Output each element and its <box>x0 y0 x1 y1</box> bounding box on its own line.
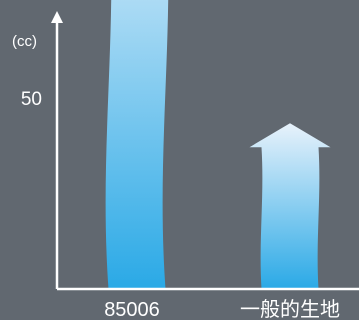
y-axis-arrow-icon <box>51 11 63 23</box>
bars <box>105 0 331 289</box>
y-tick-label: 50 <box>21 89 42 110</box>
bar-arrow-1 <box>105 0 169 289</box>
x-category-label: 一般的生地 <box>240 298 340 320</box>
y-unit-label: (cc) <box>12 33 37 50</box>
y-ticks: 50100 <box>21 89 42 110</box>
x-category-label: 85006 <box>104 299 160 320</box>
x-labels: 85006 一般的生地 <box>104 298 340 320</box>
bar-arrow-2 <box>249 123 331 289</box>
